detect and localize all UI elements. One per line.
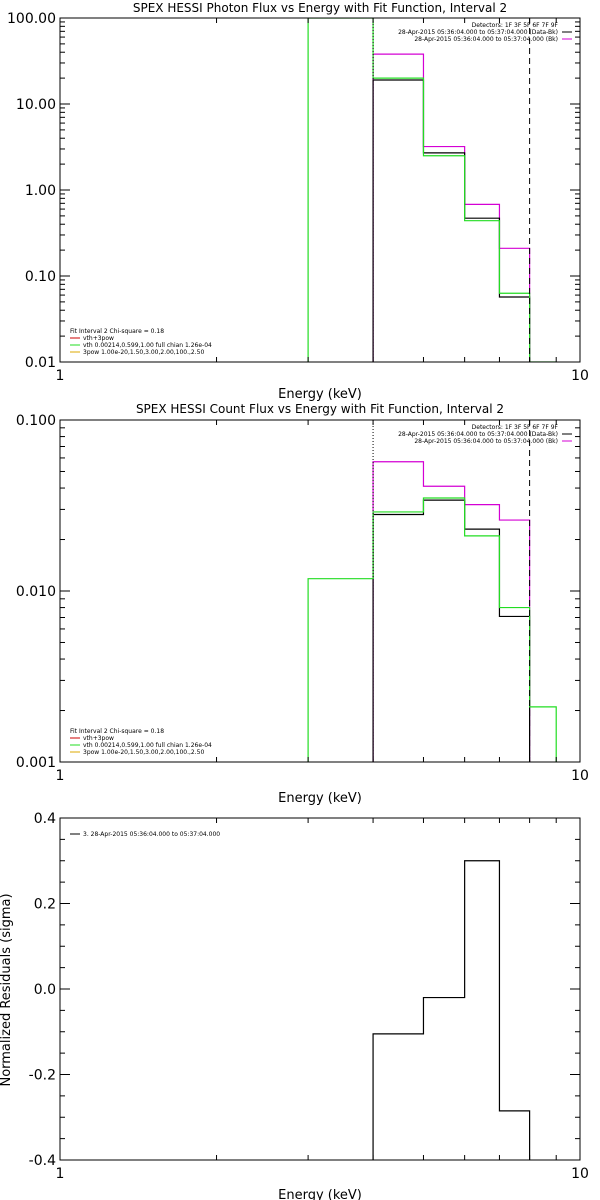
y-tick-label: 0.001: [16, 755, 56, 771]
y-tick-label: 0.0: [34, 982, 56, 998]
y-tick-label: 10.00: [16, 97, 56, 113]
legend-entry-text: vth+3pow: [83, 335, 114, 342]
legend-entry-text: 28-Apr-2015 05:36:04.000 to 05:37:04.000…: [398, 431, 558, 438]
photon-flux-panel: SPEX HESSI Photon Flux vs Energy with Fi…: [7, 1, 589, 402]
legend-entry-text: Detectors: 1F 3F 5F 6F 7F 9F: [472, 22, 559, 29]
y-tick-label: 0.010: [16, 584, 56, 600]
legend-entry-text: Fit Interval 2 Chi-square = 0.18: [70, 328, 164, 335]
x-tick-label: 10: [571, 768, 589, 784]
legend-entry-text: Fit Interval 2 Chi-square = 0.18: [70, 728, 164, 735]
legend-entry-text: 3pow 1.00e-20,1.50,3.00,2.00,100.,2.50: [83, 749, 204, 756]
x-tick-label: 10: [571, 1166, 589, 1182]
y-axis-label: Normalized Residuals (sigma): [0, 893, 14, 1086]
legend-entry-text: 28-Apr-2015 05:36:04.000 to 05:37:04.000…: [414, 36, 558, 43]
legend-entry-text: 28-Apr-2015 05:36:04.000 to 05:37:04.000…: [414, 438, 558, 445]
series-magenta-line: [372, 53, 531, 362]
y-tick-label: 0.2: [34, 897, 56, 913]
y-tick-label: 1.00: [25, 183, 56, 199]
series-green-line: [307, 497, 557, 762]
series-magenta-line: [372, 461, 531, 762]
legend-entry-text: vth 0.00214,0.599,1.00 full chian 1.26e-…: [83, 342, 212, 349]
plot-frame: [59, 419, 581, 763]
x-tick-label: 1: [56, 768, 65, 784]
x-tick-label: 10: [571, 368, 589, 384]
series-black-line: [372, 860, 531, 1160]
plot-data: [372, 860, 531, 1160]
plot-data: [307, 420, 557, 762]
x-tick-label: 1: [56, 368, 65, 384]
y-tick-label: 0.100: [16, 413, 56, 429]
y-tick-label: -0.2: [29, 1068, 56, 1084]
y-tick-label: 0.01: [25, 355, 56, 371]
legend-entry-text: Detectors: 1F 3F 5F 6F 7F 9F: [472, 424, 559, 431]
y-tick-label: -0.4: [29, 1153, 56, 1169]
legend-entry-text: 3pow 1.00e-20,1.50,3.00,2.00,100.,2.50: [83, 349, 204, 356]
legend-entry-text: vth+3pow: [83, 735, 114, 742]
y-tick-label: 100.00: [7, 11, 56, 27]
x-tick-label: 1: [56, 1166, 65, 1182]
series-green-line: [307, 18, 557, 362]
legend-entry-text: vth 0.00214,0.599,1.00 full chian 1.26e-…: [83, 742, 212, 749]
chart-title: SPEX HESSI Photon Flux vs Energy with Fi…: [133, 1, 507, 15]
y-tick-label: 0.4: [34, 811, 56, 827]
y-tick-label: 0.10: [25, 269, 56, 285]
x-axis-label: Energy (keV): [278, 1188, 362, 1200]
count-flux-panel: SPEX HESSI Count Flux vs Energy with Fit…: [16, 402, 589, 806]
x-axis-label: Energy (keV): [278, 791, 362, 806]
series-black-line: [372, 499, 531, 762]
plot-frame: [59, 817, 581, 1161]
plot-data: [307, 18, 557, 362]
x-axis-label: Energy (keV): [278, 387, 362, 402]
plot-frame: [59, 17, 581, 363]
legend-entry-text: 28-Apr-2015 05:36:04.000 to 05:37:04.000…: [398, 29, 558, 36]
legend-entry-text: 3. 28-Apr-2015 05:36:04.000 to 05:37:04.…: [83, 831, 220, 838]
chart-title: SPEX HESSI Count Flux vs Energy with Fit…: [136, 402, 504, 416]
series-black-line: [372, 79, 531, 362]
residuals-panel: Energy (keV) Normalized Residuals (sigma…: [0, 811, 589, 1200]
